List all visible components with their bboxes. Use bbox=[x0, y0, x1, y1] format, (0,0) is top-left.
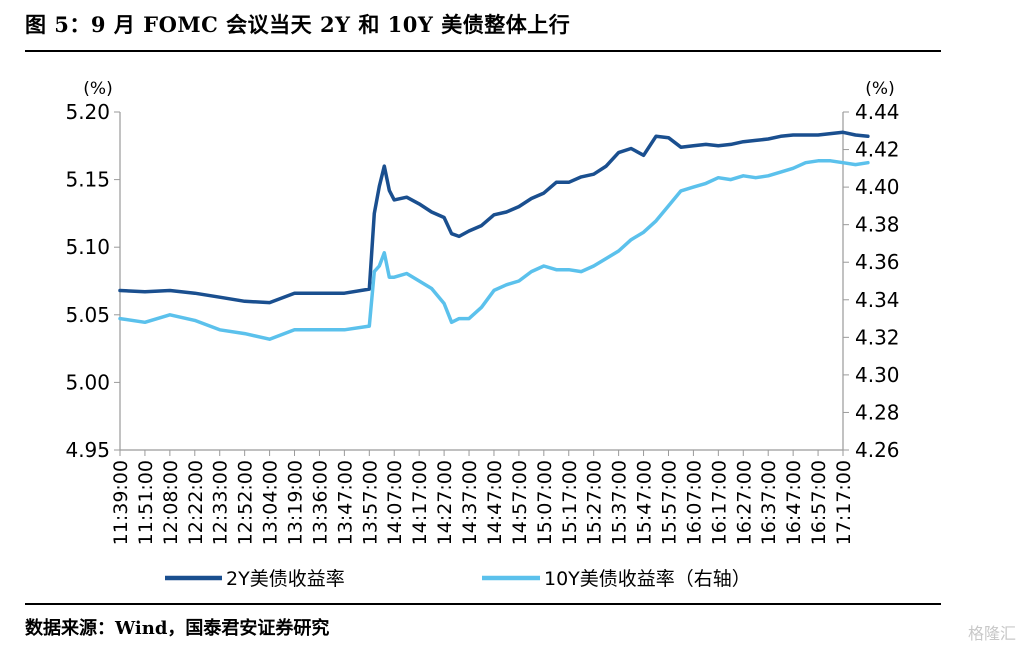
left-tick-label: 5.10 bbox=[65, 235, 110, 259]
x-tick-label: 14:07:00 bbox=[384, 460, 406, 545]
left-tick-label: 5.20 bbox=[65, 100, 110, 124]
right-unit-label: (%) bbox=[865, 79, 894, 99]
x-tick-label: 16:27:00 bbox=[733, 460, 755, 545]
right-tick-label: 4.36 bbox=[855, 250, 900, 274]
x-tick-label: 16:17:00 bbox=[708, 460, 730, 545]
series-2y-line bbox=[118, 130, 870, 305]
left-tick-label: 5.05 bbox=[65, 303, 110, 327]
legend-label-2y: 2Y美债收益率 bbox=[226, 568, 345, 590]
watermark-logo: 格隆汇 bbox=[967, 624, 1016, 643]
x-tick-label: 12:52:00 bbox=[235, 460, 257, 545]
source-note: 数据来源：Wind，国泰君安证券研究 bbox=[25, 618, 330, 639]
x-tick-label: 13:47:00 bbox=[334, 460, 356, 545]
right-tick-label: 4.44 bbox=[855, 100, 900, 124]
left-tick-label: 5.15 bbox=[65, 168, 110, 192]
series-10y-line bbox=[118, 159, 870, 341]
x-tick-label: 13:57:00 bbox=[359, 460, 381, 545]
x-tick-label: 13:04:00 bbox=[260, 460, 282, 545]
x-tick-label: 14:37:00 bbox=[459, 460, 481, 545]
x-tick-label: 15:27:00 bbox=[584, 460, 606, 545]
left-tick-label: 5.00 bbox=[65, 370, 110, 394]
x-tick-label: 15:07:00 bbox=[534, 460, 556, 545]
x-tick-label: 12:22:00 bbox=[185, 460, 207, 545]
right-tick-label: 4.32 bbox=[855, 325, 900, 349]
bottom-rule bbox=[25, 603, 941, 605]
x-tick-label: 11:39:00 bbox=[110, 460, 132, 545]
x-tick-label: 16:37:00 bbox=[758, 460, 780, 545]
x-tick-label: 13:36:00 bbox=[309, 460, 331, 545]
x-tick-label: 16:07:00 bbox=[683, 460, 705, 545]
x-tick-label: 15:37:00 bbox=[609, 460, 631, 545]
x-tick-label: 14:27:00 bbox=[434, 460, 456, 545]
x-tick-label: 16:47:00 bbox=[783, 460, 805, 545]
chart-lines bbox=[118, 130, 870, 341]
left-tick-label: 4.95 bbox=[65, 438, 110, 462]
x-tick-label: 15:47:00 bbox=[634, 460, 656, 545]
right-tick-label: 4.30 bbox=[855, 363, 900, 387]
x-tick-label: 14:47:00 bbox=[484, 460, 506, 545]
x-tick-label: 14:17:00 bbox=[409, 460, 431, 545]
right-tick-label: 4.38 bbox=[855, 213, 900, 237]
chart-axes: (%) (%)5.205.155.105.055.004.954.444.424.… bbox=[65, 79, 899, 545]
right-tick-label: 4.26 bbox=[855, 438, 900, 462]
x-tick-label: 11:51:00 bbox=[135, 460, 157, 545]
right-tick-label: 4.28 bbox=[855, 400, 900, 424]
x-tick-label: 17:17:00 bbox=[833, 460, 855, 545]
right-tick-label: 4.42 bbox=[855, 138, 900, 162]
x-tick-label: 12:33:00 bbox=[210, 460, 232, 545]
chart-legend: 2Y美债收益率 10Y美债收益率（右轴） bbox=[165, 568, 751, 590]
x-tick-label: 13:19:00 bbox=[285, 460, 307, 545]
top-rule bbox=[25, 50, 941, 52]
x-tick-label: 14:57:00 bbox=[509, 460, 531, 545]
x-tick-label: 15:57:00 bbox=[658, 460, 680, 545]
left-unit-label: (%) bbox=[83, 79, 112, 99]
figure-title: 图 5：9 月 FOMC 会议当天 2Y 和 10Y 美债整体上行 bbox=[25, 12, 571, 37]
x-tick-label: 12:08:00 bbox=[160, 460, 182, 545]
right-tick-label: 4.34 bbox=[855, 288, 900, 312]
legend-label-10y: 10Y美债收益率（右轴） bbox=[544, 568, 751, 590]
x-tick-label: 15:17:00 bbox=[559, 460, 581, 545]
right-tick-label: 4.40 bbox=[855, 175, 900, 199]
x-tick-label: 16:57:00 bbox=[808, 460, 830, 545]
